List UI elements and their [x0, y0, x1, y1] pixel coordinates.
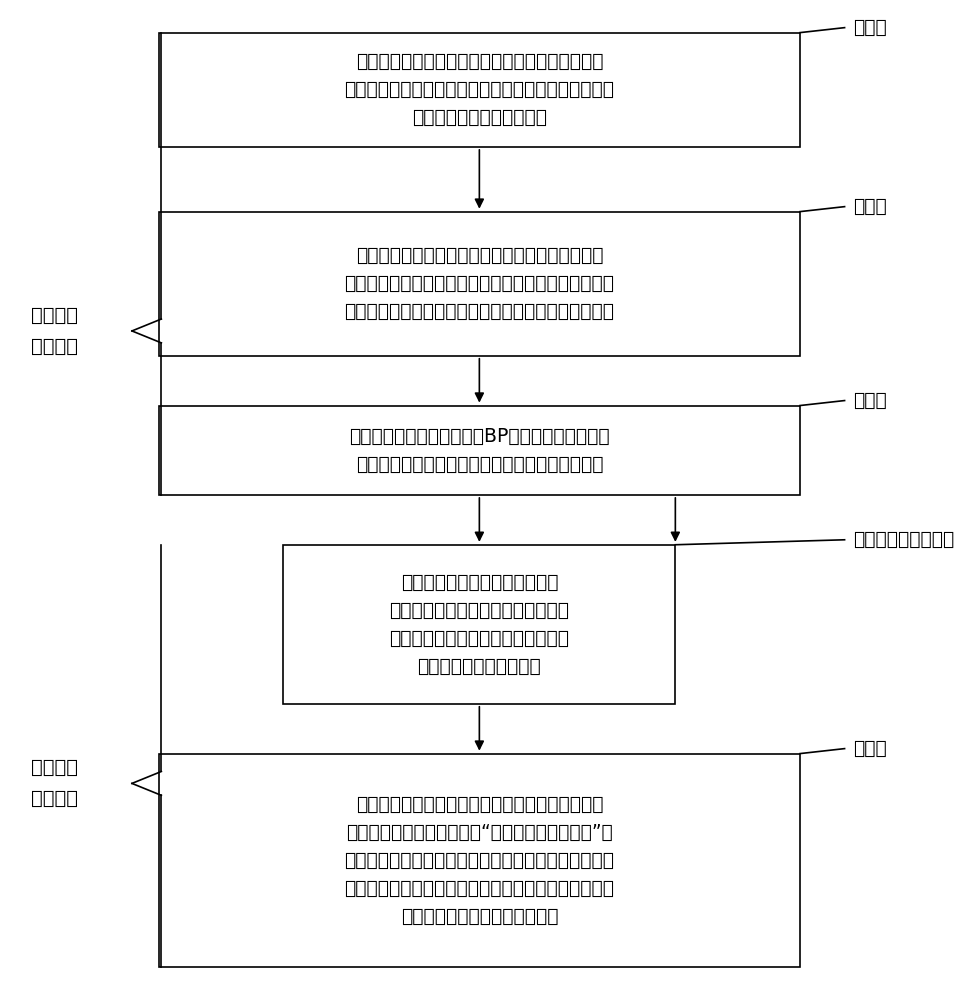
Text: 利用新采集到的分布式传感光纤
多点应变数据和全站位移测点监测数
据，重复步骤一二三中部分步骤，对
转换网络进行更新和优化: 利用新采集到的分布式传感光纤 多点应变数据和全站位移测点监测数 据，重复步骤一二…	[389, 573, 570, 676]
FancyBboxPatch shape	[159, 33, 800, 147]
Text: 步骤二: 步骤二	[853, 197, 887, 216]
Text: 步骤一: 步骤一	[853, 18, 887, 37]
Text: 实际运营
监测阶段: 实际运营 监测阶段	[31, 758, 78, 808]
Text: 步骤三: 步骤三	[853, 391, 887, 410]
FancyBboxPatch shape	[283, 545, 676, 704]
Text: 基于分布式传感光纤多点应变数据和位移数据空间
相关一致性的全站位移数据扩维算法对全站测点位移监
测数据进行推算和补充，获得用于神经网络的训练样本: 基于分布式传感光纤多点应变数据和位移数据空间 相关一致性的全站位移数据扩维算法对…	[344, 246, 614, 321]
Text: 转换网络的更新优化: 转换网络的更新优化	[853, 530, 954, 549]
FancyBboxPatch shape	[159, 212, 800, 356]
Text: 网络训练
建立阶段: 网络训练 建立阶段	[31, 306, 78, 356]
Text: 步骤四: 步骤四	[853, 739, 887, 758]
FancyBboxPatch shape	[159, 754, 800, 967]
FancyBboxPatch shape	[159, 406, 800, 495]
Text: 利用实际运营监测时新采集到的分布式传感光纤多
点应变数据，基于步骤三或“转换网络的更新优化”步
骤得到的分布式光纤多点应变与全站位移转换网络获取
转化后的位移数: 利用实际运营监测时新采集到的分布式传感光纤多 点应变数据，基于步骤三或“转换网络…	[344, 795, 614, 926]
Text: 利用得到的训练样本，基于BP神经网络原理，训练
和构建分布式光纤多点应变与全站位移的转换网络: 利用得到的训练样本，基于BP神经网络原理，训练 和构建分布式光纤多点应变与全站位…	[349, 427, 609, 474]
Text: 在隙道结构中建立全站机器人监测系统以及分布式
光纤监测系统，采集一定量数据完成隙道结构监测数据
的获取，进行数据的预处理: 在隙道结构中建立全站机器人监测系统以及分布式 光纤监测系统，采集一定量数据完成隙…	[344, 52, 614, 127]
